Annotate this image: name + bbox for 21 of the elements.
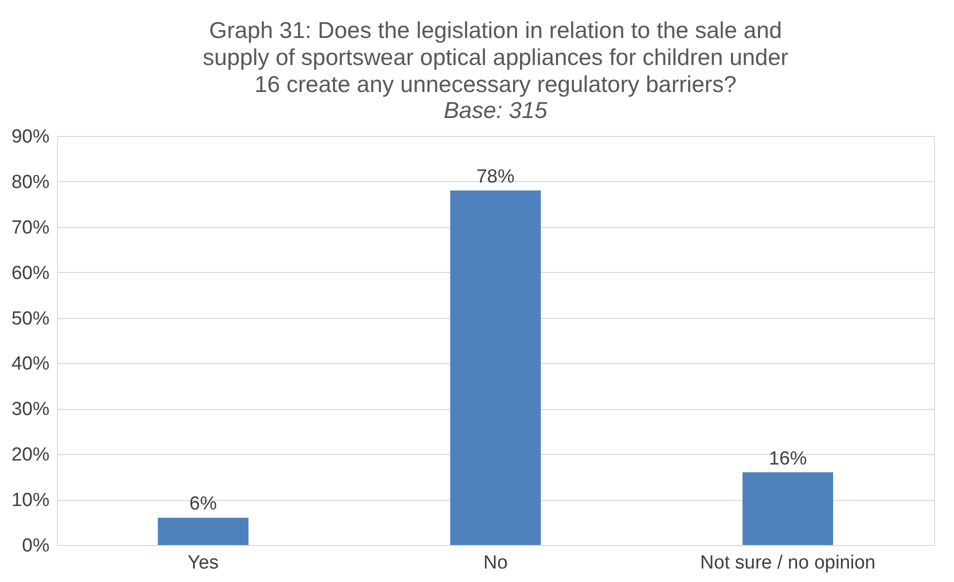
y-tick-label: 10% (11, 490, 50, 512)
y-tick-label: 80% (11, 172, 50, 193)
data-label: 78% (476, 166, 515, 188)
y-tick-label: 0% (22, 536, 50, 556)
bar (742, 472, 834, 545)
y-tick-label: 30% (11, 399, 50, 420)
y-tick-label: 40% (11, 354, 50, 375)
x-tick-label: Yes (188, 552, 219, 574)
x-tick-label: Not sure / no opinion (700, 552, 876, 574)
x-tick-label: No (483, 552, 508, 574)
y-tick-label: 20% (11, 444, 50, 466)
y-tick-label: 70% (11, 217, 50, 238)
y-tick-label: 50% (11, 308, 50, 330)
bar (450, 190, 541, 545)
y-tick-label: 60% (11, 262, 50, 284)
chart-subtitle: Base: 315 (444, 97, 548, 123)
bar (158, 518, 248, 545)
chart-title: Graph 31: Does the legislation in relation to the sale and supply of sportswear optical appliances for children under 16 create any unnecessary regulatory barriers? (202, 17, 789, 97)
y-tick-label: 90% (11, 126, 50, 148)
data-label: 6% (189, 494, 217, 515)
data-label: 16% (768, 448, 807, 470)
